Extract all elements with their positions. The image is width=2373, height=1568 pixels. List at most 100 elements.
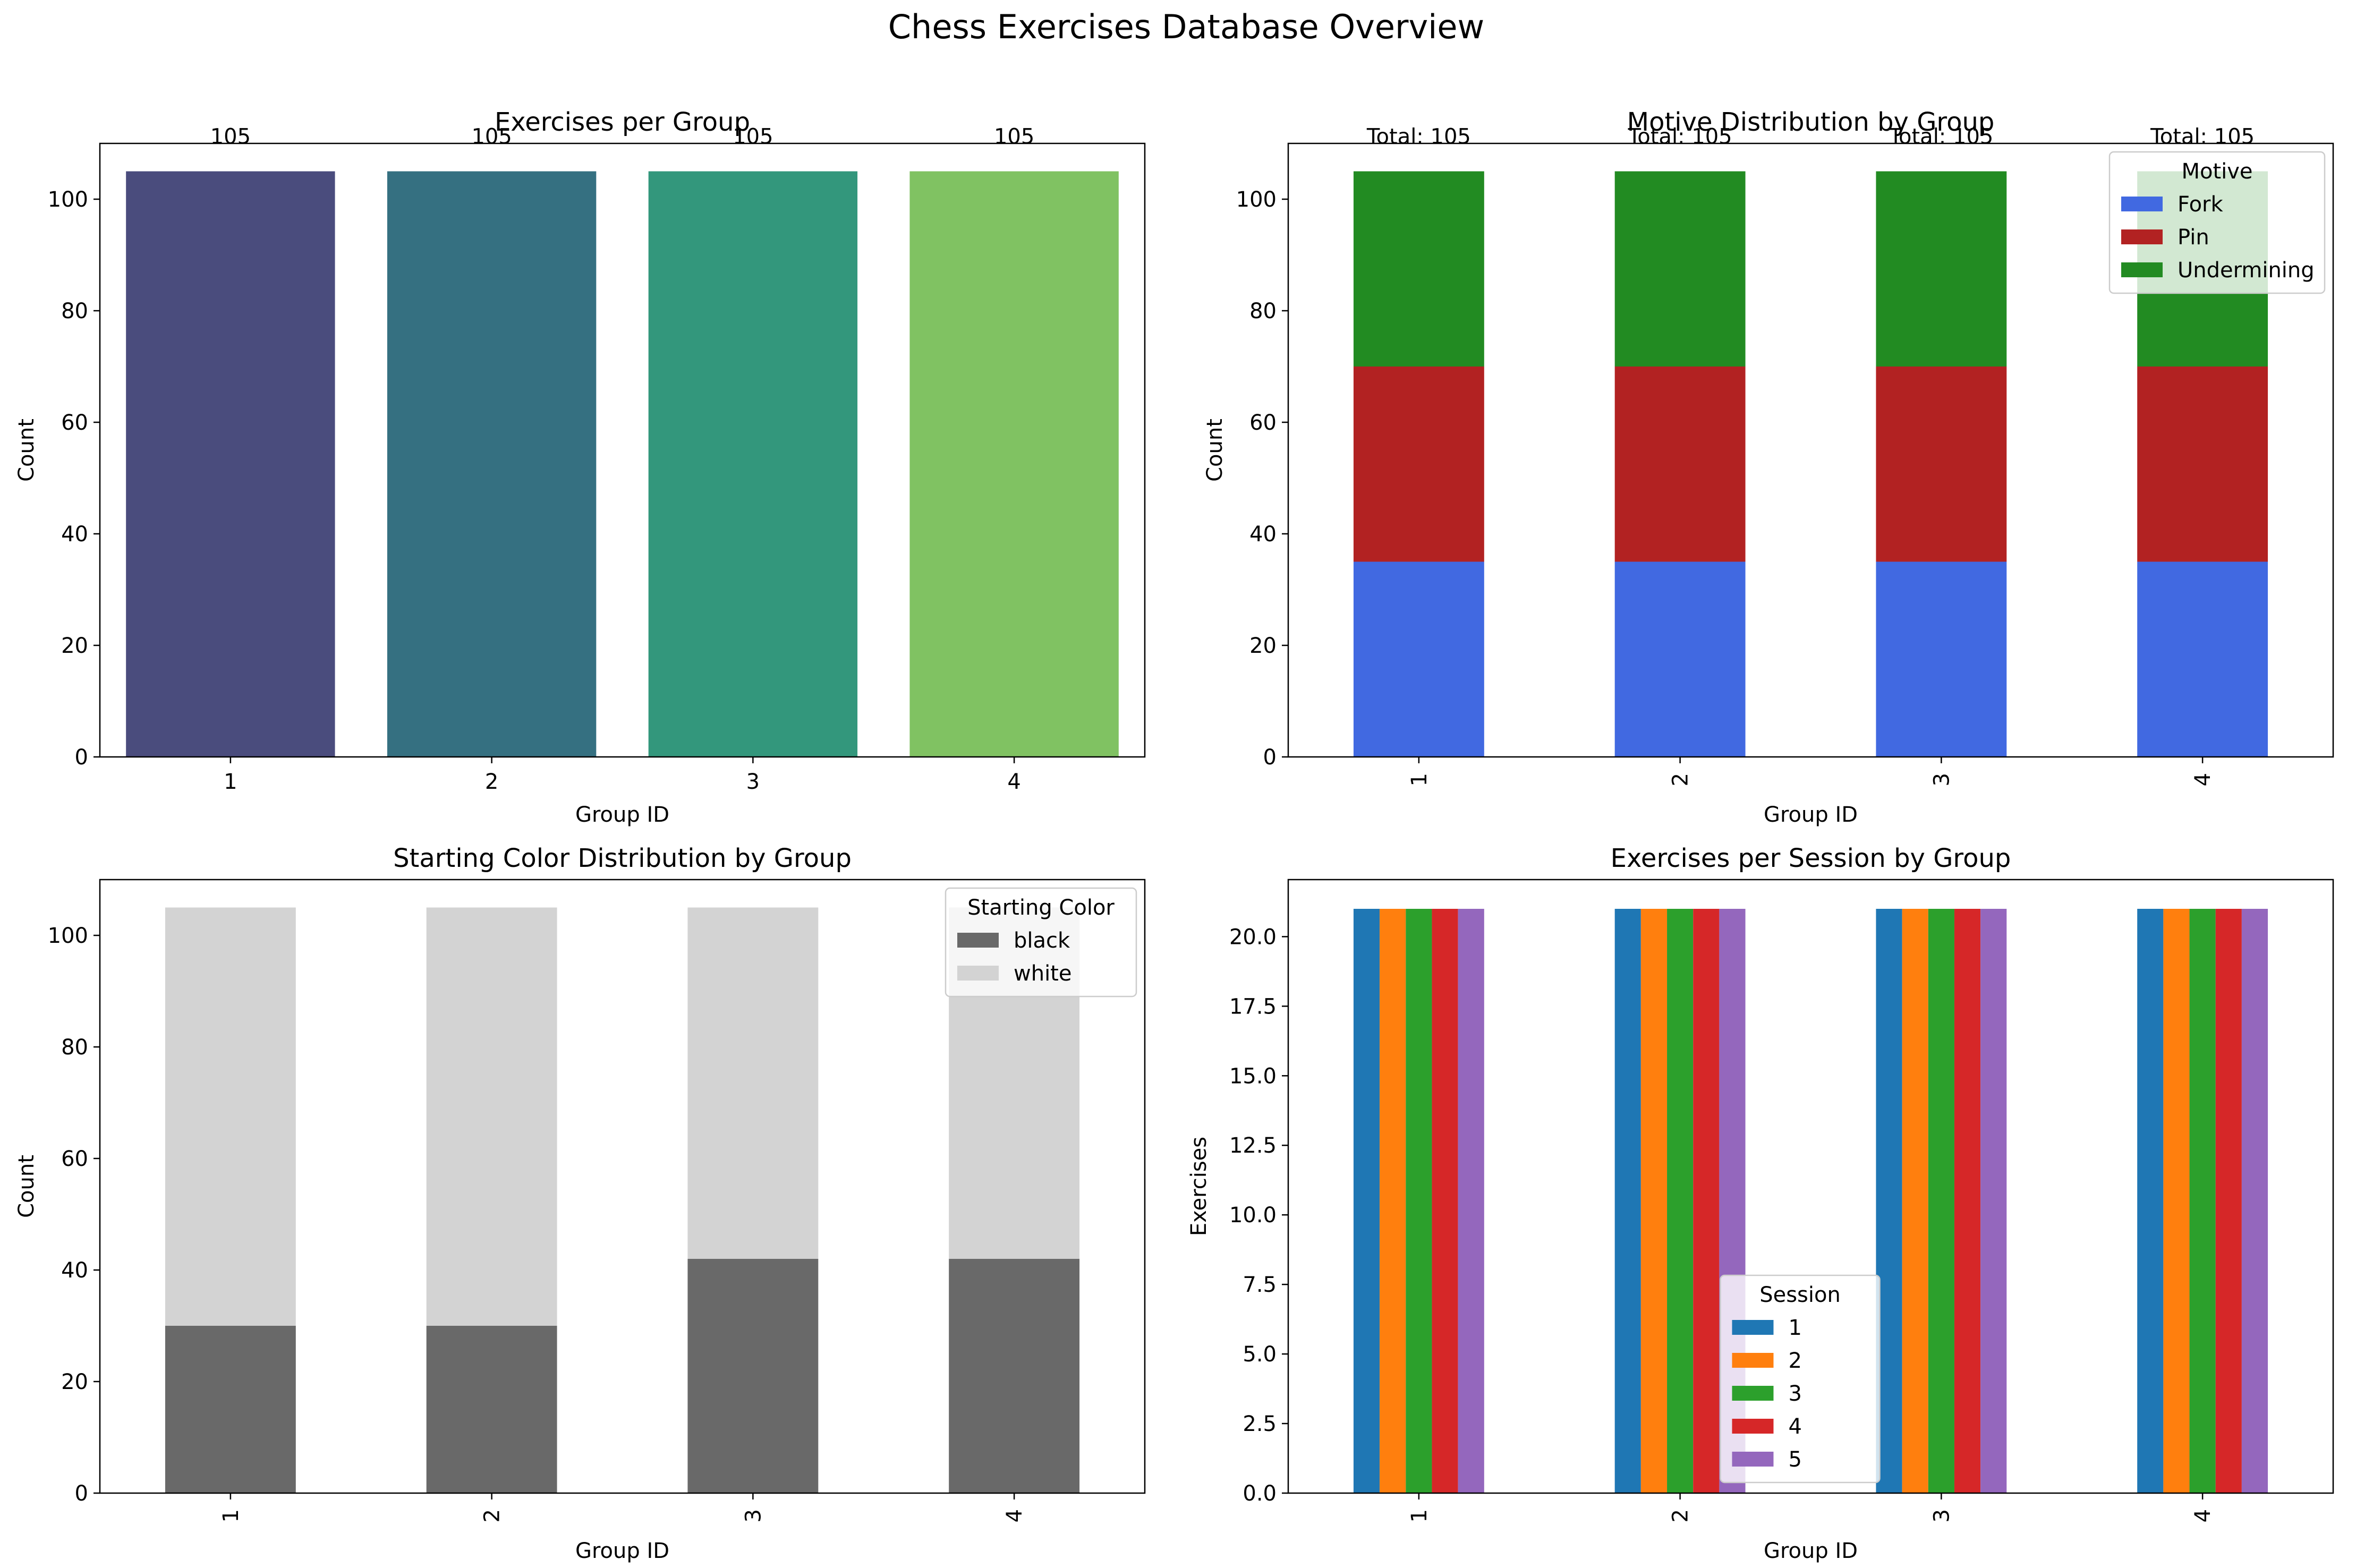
- bar-session-1-group-2: [1614, 909, 1641, 1493]
- x-tick-label: 1: [224, 770, 237, 794]
- axes-frame: [99, 879, 1146, 1494]
- data-label: 105: [733, 125, 773, 149]
- data-label: Total: 105: [1889, 125, 1993, 149]
- x-tick-label: 4: [1002, 1509, 1027, 1522]
- legend-title: Session: [1759, 1283, 1841, 1307]
- bar-session-3-group-4: [2189, 909, 2216, 1493]
- x-tick-label: 4: [2191, 773, 2215, 786]
- legend-swatch-black: [957, 933, 999, 948]
- bar-black-group-4: [949, 1259, 1080, 1493]
- bar-session-1-group-4: [2137, 909, 2164, 1493]
- y-tick-label: 12.5: [1229, 1134, 1277, 1158]
- legend-label: black: [1014, 928, 1070, 953]
- y-tick-label: 20: [61, 1370, 88, 1394]
- y-tick-label: 40: [61, 522, 88, 547]
- legend-box: [2108, 151, 2326, 294]
- y-tick-label: 60: [1249, 411, 1277, 435]
- y-tick-label: 0: [1263, 745, 1277, 770]
- bar-undermining-group-3: [1876, 171, 2007, 367]
- legend-swatch-pin: [2121, 229, 2163, 244]
- legend-label: 1: [1789, 1316, 1802, 1340]
- y-tick-label: 0.0: [1243, 1481, 1277, 1506]
- x-tick-label: 2: [1669, 1509, 1693, 1522]
- x-tick-label: 4: [2191, 1509, 2215, 1522]
- x-tick-label: 3: [741, 1509, 766, 1522]
- bar-fork-group-3: [1876, 561, 2007, 757]
- bar-session-2-group-2: [1640, 909, 1668, 1493]
- bar-black-group-2: [426, 1326, 557, 1493]
- x-tick-label: 2: [485, 770, 498, 794]
- axes-frame: [1287, 142, 2334, 758]
- x-tick-label: 4: [1007, 770, 1020, 794]
- x-tick-label: 2: [480, 1509, 505, 1522]
- legend-label: 3: [1789, 1382, 1802, 1406]
- bar-fork-group-2: [1614, 561, 1746, 757]
- x-tick-label: 2: [1669, 773, 1693, 786]
- y-tick-label: 15.0: [1229, 1064, 1277, 1088]
- bar-pin-group-1: [1353, 367, 1484, 562]
- x-tick-label: 1: [219, 1509, 243, 1522]
- chart-title: Starting Color Distribution by Group: [393, 843, 852, 873]
- bar-white-group-3: [687, 907, 819, 1259]
- y-tick-label: 20: [61, 634, 88, 658]
- legend-label: white: [1014, 961, 1071, 986]
- chart-title: Motive Distribution by Group: [1627, 107, 1995, 137]
- y-tick-label: 20: [1249, 634, 1277, 658]
- bar-session-4-group-2: [1693, 909, 1720, 1493]
- bar-session-3-group-2: [1667, 909, 1694, 1493]
- legend-swatch-1: [1732, 1320, 1774, 1335]
- x-axis-label: Group ID: [575, 1539, 669, 1563]
- y-tick-label: 2.5: [1243, 1412, 1277, 1436]
- x-axis-label: Group ID: [1764, 803, 1858, 827]
- x-tick-label: 1: [1407, 773, 1432, 786]
- x-tick-label: 3: [746, 770, 760, 794]
- y-tick-label: 100: [48, 188, 88, 212]
- bar-pin-group-2: [1614, 367, 1746, 562]
- bar-black-group-3: [687, 1259, 819, 1493]
- legend-swatch-4: [1732, 1419, 1774, 1434]
- y-tick-label: 40: [61, 1258, 88, 1283]
- legend-label: Pin: [2178, 225, 2209, 250]
- bar-session-4-group-1: [1432, 909, 1458, 1493]
- y-tick-label: 0: [75, 1481, 88, 1506]
- legend-swatch-2: [1732, 1353, 1774, 1368]
- bar-session-2-group-1: [1380, 909, 1406, 1493]
- bar-fork-group-4: [2137, 561, 2268, 757]
- bar-black-group-1: [165, 1326, 296, 1493]
- x-axis-label: Group ID: [575, 803, 669, 827]
- legend-label: 5: [1789, 1447, 1802, 1472]
- legend-swatch-5: [1732, 1452, 1774, 1467]
- bar-session-2-group-3: [1902, 909, 1928, 1493]
- bar-session-4-group-3: [1954, 909, 1981, 1493]
- chart-title: Exercises per Session by Group: [1611, 843, 2011, 873]
- bar-undermining-group-2: [1614, 171, 1746, 367]
- y-tick-label: 80: [61, 299, 88, 323]
- legend-label: Undermining: [2178, 258, 2315, 283]
- legend-swatch-white: [957, 966, 999, 981]
- bar-group-2: [387, 171, 597, 757]
- legend-label: Fork: [2178, 192, 2224, 217]
- bar-white-group-2: [426, 907, 557, 1326]
- y-tick-label: 100: [48, 924, 88, 948]
- x-tick-label: 1: [1407, 1509, 1432, 1522]
- bar-session-3-group-1: [1406, 909, 1432, 1493]
- x-axis-label: Group ID: [1764, 1539, 1858, 1563]
- y-axis-label: Count: [14, 1155, 39, 1218]
- x-tick-label: 3: [1929, 773, 1954, 786]
- data-label: Total: 105: [1628, 125, 1732, 149]
- data-label: Total: 105: [1366, 125, 1471, 149]
- legend-title: Starting Color: [967, 896, 1115, 920]
- y-tick-label: 40: [1249, 522, 1277, 547]
- axes-frame: [1287, 879, 2334, 1494]
- legend-title: Motive: [2181, 159, 2252, 184]
- bar-session-5-group-1: [1458, 909, 1484, 1493]
- legend-label: 2: [1789, 1349, 1802, 1373]
- bar-group-3: [648, 171, 858, 757]
- bar-session-1-group-1: [1353, 909, 1380, 1493]
- bar-session-5-group-3: [1980, 909, 2007, 1493]
- bar-session-3-group-3: [1928, 909, 1954, 1493]
- y-tick-label: 10.0: [1229, 1203, 1277, 1228]
- bar-white-group-1: [165, 907, 296, 1326]
- y-tick-label: 5.0: [1243, 1342, 1277, 1367]
- y-axis-label: Count: [14, 419, 39, 482]
